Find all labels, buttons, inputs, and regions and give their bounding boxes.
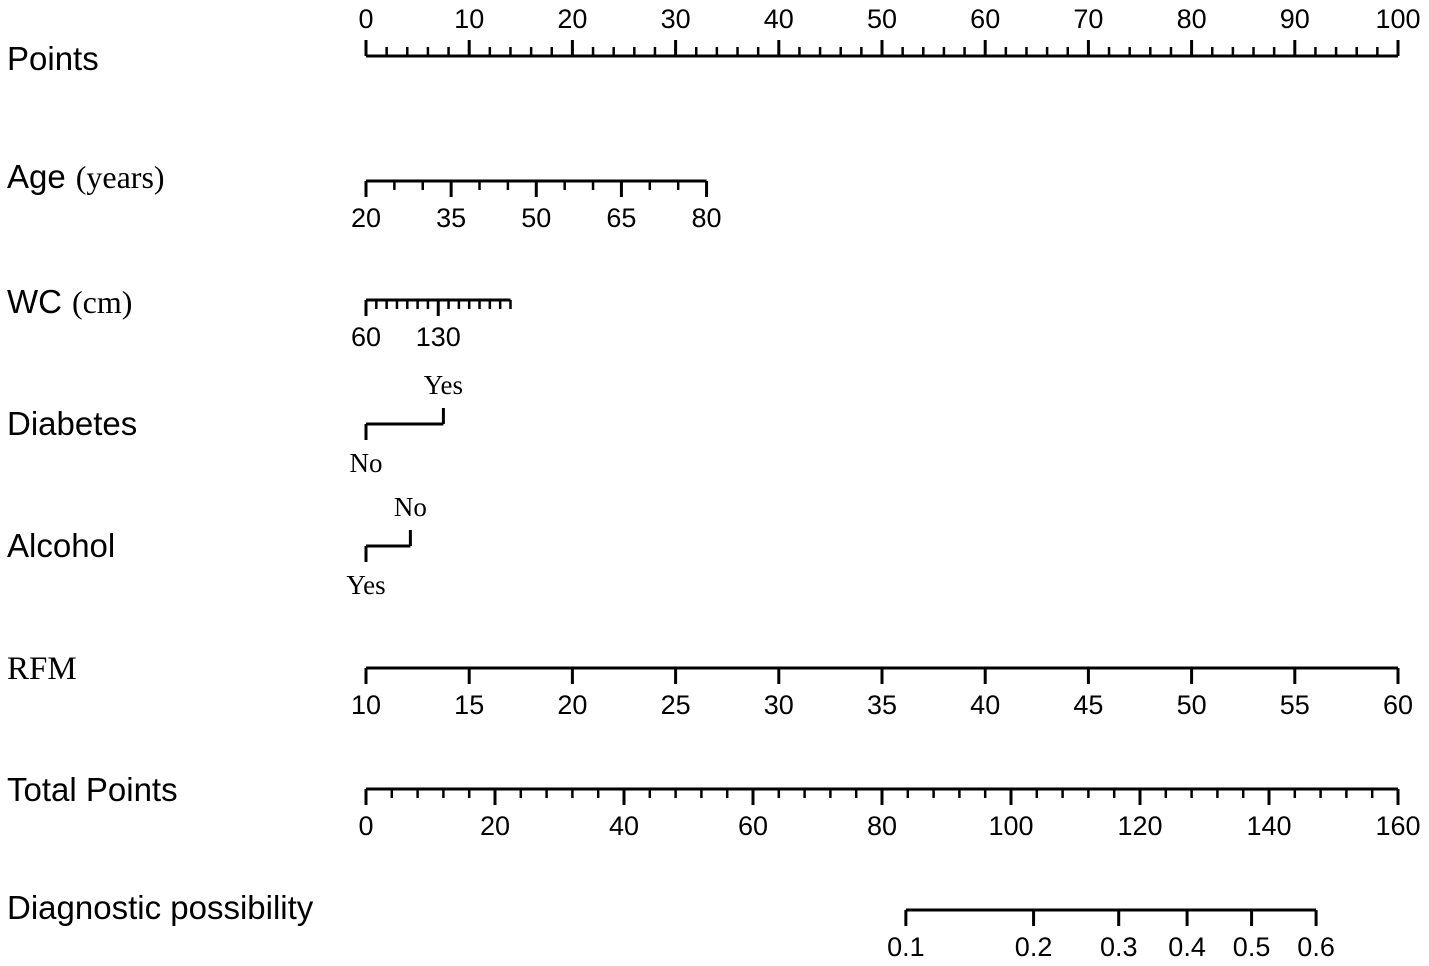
alcohol-category-label: No: [394, 492, 427, 522]
wc-tick-label: 130: [416, 322, 461, 352]
wc-tick-label: 60: [351, 322, 381, 352]
diabetes-category-label: No: [350, 448, 383, 478]
probability-tick-label: 0.3: [1100, 932, 1138, 962]
rfm-tick-label: 10: [351, 690, 381, 720]
row-label-alcohol: Alcohol: [7, 527, 115, 564]
rfm-tick-label: 45: [1073, 690, 1103, 720]
probability-tick-label: 0.1: [887, 932, 925, 962]
probability-tick-label: 0.6: [1297, 932, 1335, 962]
total-tick-label: 120: [1117, 811, 1162, 841]
total-tick-label: 140: [1246, 811, 1291, 841]
total-tick-label: 80: [867, 811, 897, 841]
alcohol-category-label: Yes: [346, 570, 385, 600]
points-tick-label: 50: [867, 4, 897, 34]
rfm-tick-label: 35: [867, 690, 897, 720]
total-tick-label: 160: [1375, 811, 1420, 841]
points-tick-label: 60: [970, 4, 1000, 34]
row-label-age: Age (years): [7, 158, 165, 195]
age-tick-label: 80: [692, 203, 722, 233]
row-label-wc: WC (cm): [7, 283, 132, 320]
points-tick-label: 70: [1073, 4, 1103, 34]
rfm-tick-label: 60: [1383, 690, 1413, 720]
total-tick-label: 20: [480, 811, 510, 841]
points-tick-label: 90: [1280, 4, 1310, 34]
rfm-tick-label: 55: [1280, 690, 1310, 720]
probability-tick-label: 0.5: [1233, 932, 1271, 962]
points-tick-label: 30: [661, 4, 691, 34]
points-tick-label: 10: [454, 4, 484, 34]
row-label-total-points: Total Points: [7, 771, 178, 808]
rfm-tick-label: 20: [557, 690, 587, 720]
points-tick-label: 40: [764, 4, 794, 34]
age-tick-label: 65: [606, 203, 636, 233]
points-tick-label: 80: [1177, 4, 1207, 34]
row-label-diagnostic-possibility: Diagnostic possibility: [7, 889, 314, 926]
total-tick-label: 0: [358, 811, 373, 841]
row-label-points: Points: [7, 40, 99, 77]
row-label-diabetes: Diabetes: [7, 405, 137, 442]
total-tick-label: 60: [738, 811, 768, 841]
rfm-tick-label: 30: [764, 690, 794, 720]
age-tick-label: 35: [436, 203, 466, 233]
points-tick-label: 0: [358, 4, 373, 34]
age-tick-label: 50: [521, 203, 551, 233]
rfm-tick-label: 15: [454, 690, 484, 720]
row-label-rfm: RFM: [7, 651, 77, 687]
total-tick-label: 100: [988, 811, 1033, 841]
probability-tick-label: 0.2: [1015, 932, 1053, 962]
probability-tick-label: 0.4: [1168, 932, 1206, 962]
age-tick-label: 20: [351, 203, 381, 233]
points-tick-label: 20: [557, 4, 587, 34]
rfm-tick-label: 25: [661, 690, 691, 720]
rfm-tick-label: 40: [970, 690, 1000, 720]
diabetes-category-label: Yes: [424, 370, 463, 400]
total-tick-label: 40: [609, 811, 639, 841]
points-tick-label: 100: [1375, 4, 1420, 34]
rfm-tick-label: 50: [1177, 690, 1207, 720]
